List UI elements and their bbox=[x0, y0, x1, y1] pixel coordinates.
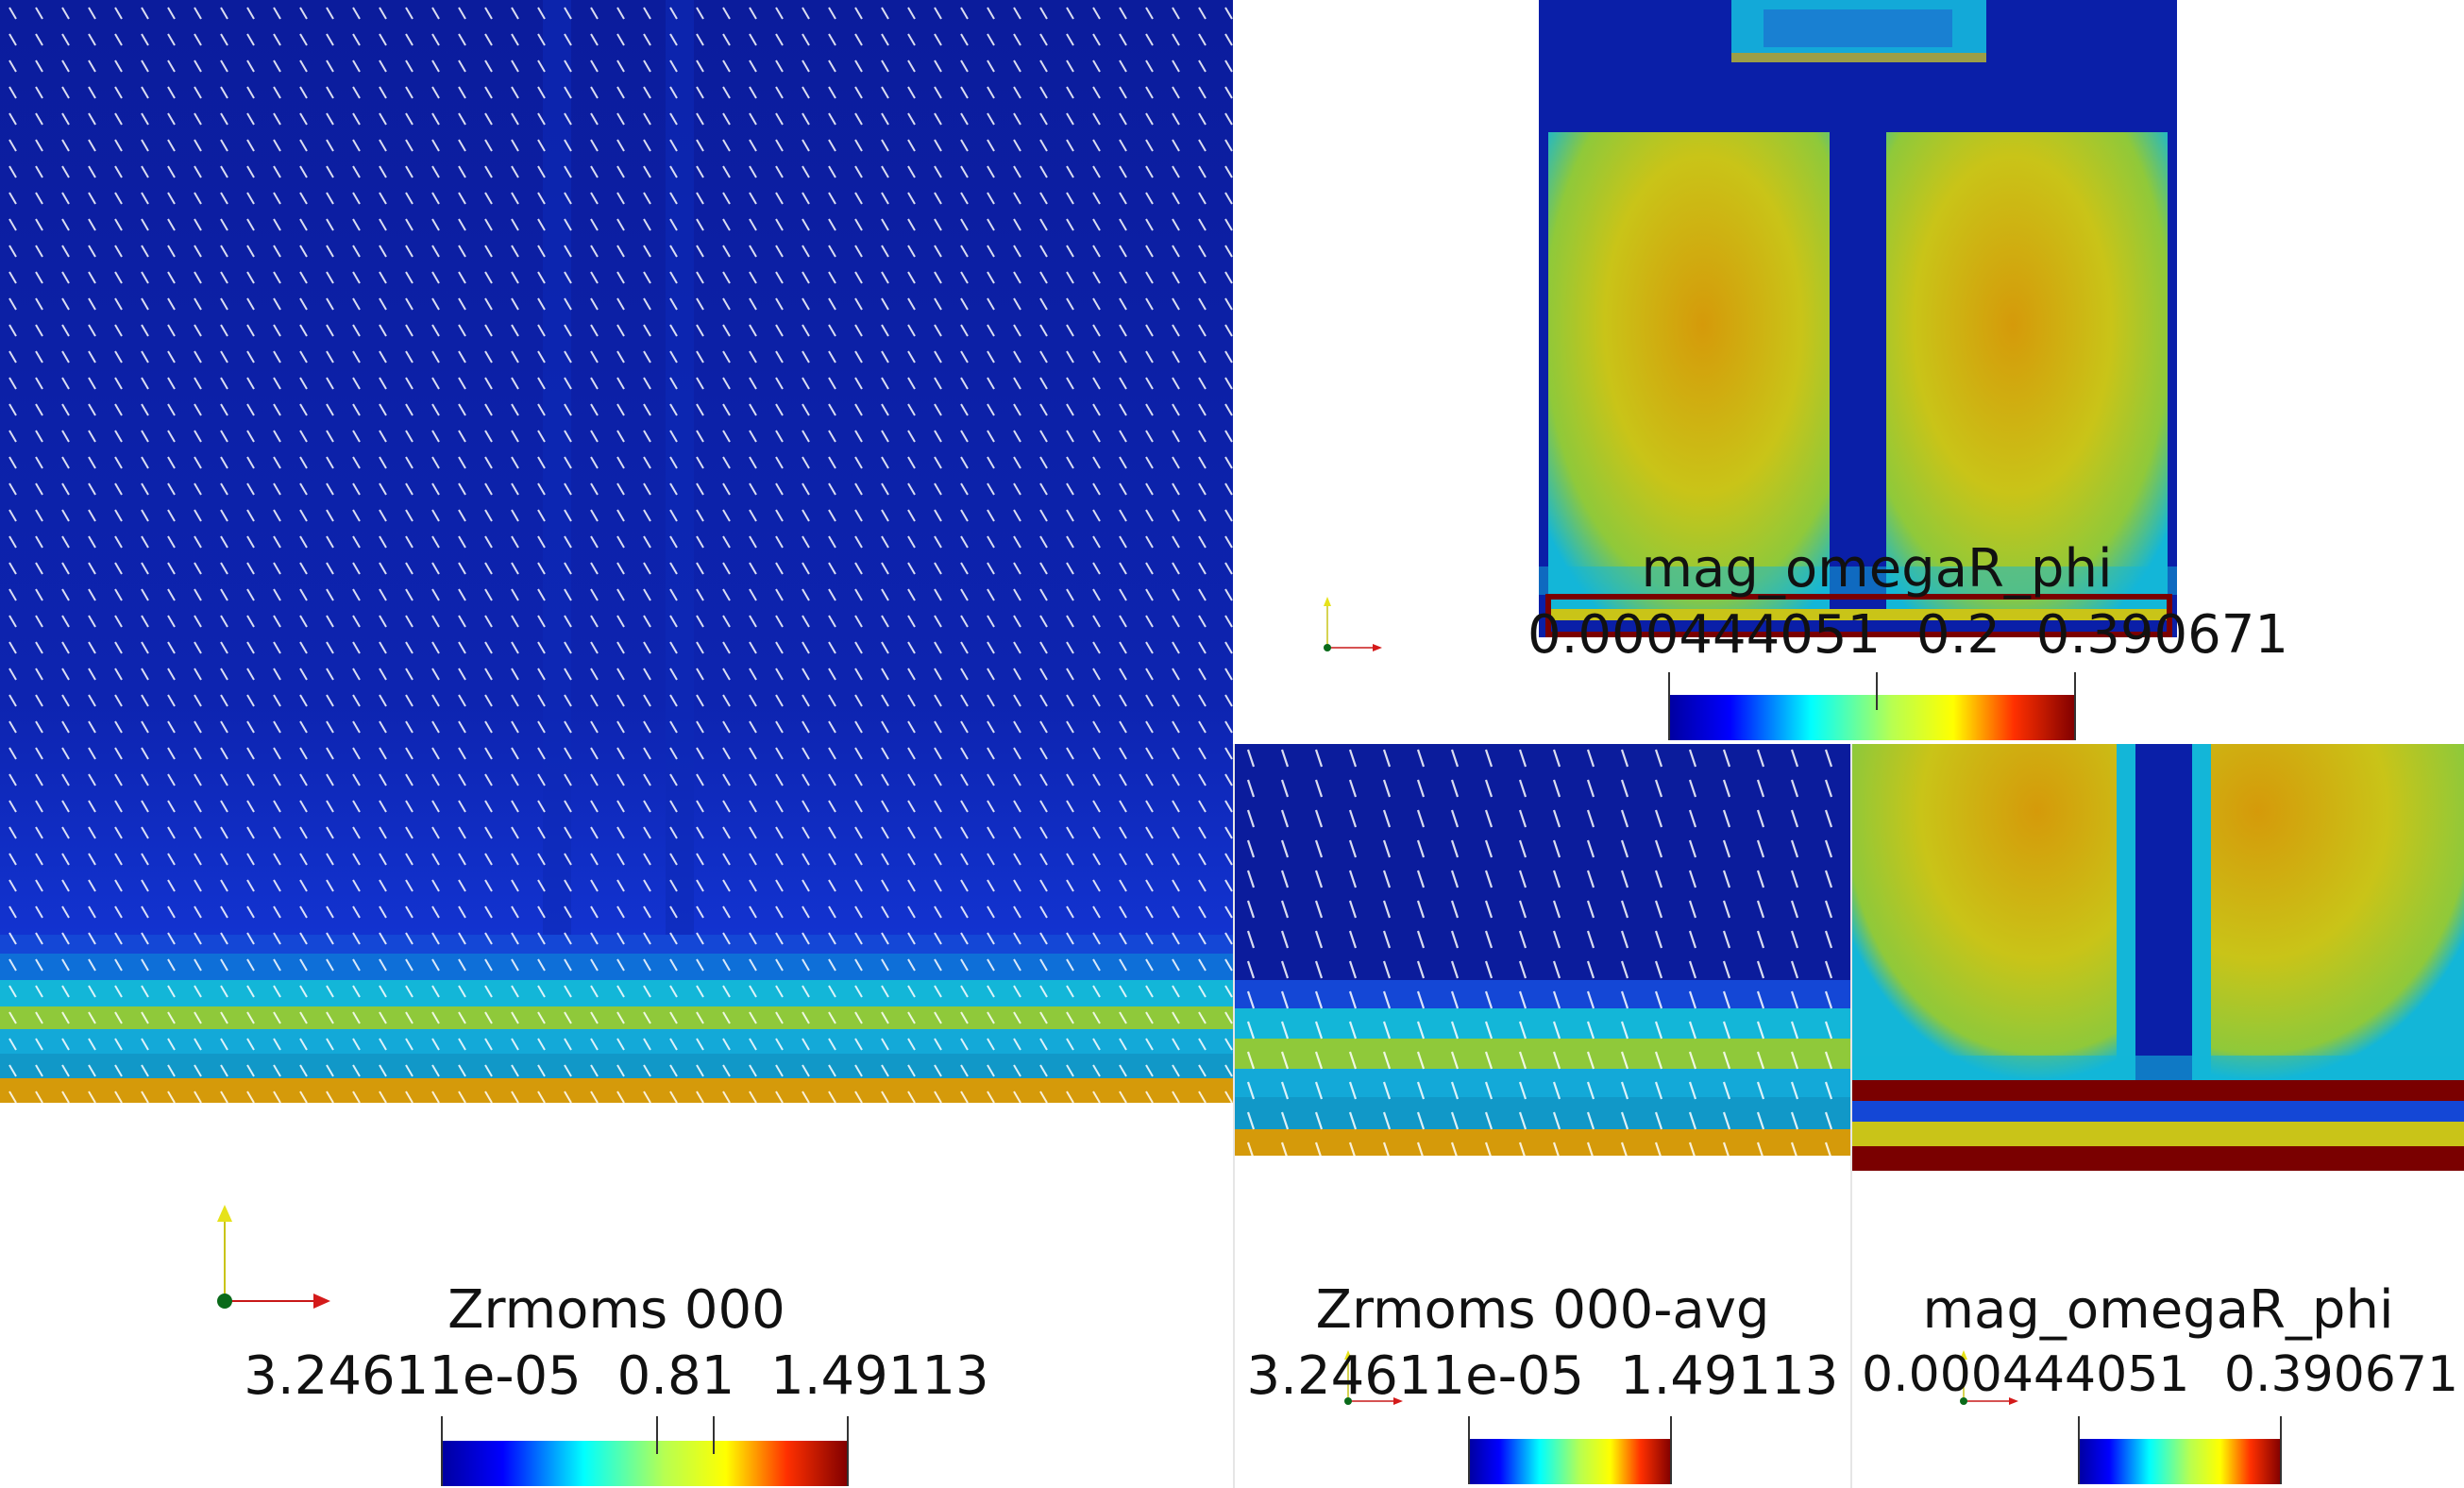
view-separator-vertical[interactable] bbox=[1233, 744, 1235, 1488]
colorbar-max-label: 0.390671 bbox=[2035, 604, 2288, 666]
bottom-right-render-view[interactable]: mag_omegaR_phi 0.000444051 0.390671 bbox=[1852, 744, 2464, 1488]
colorbar-title: Zrmoms 000-avg bbox=[1315, 1279, 1770, 1341]
colorbar-max-label: 1.49113 bbox=[770, 1345, 989, 1407]
colorbar bbox=[1468, 1416, 1672, 1484]
colorbar-min-label: 3.24611e-05 bbox=[1246, 1345, 1585, 1407]
colorbar-min-label: 3.24611e-05 bbox=[244, 1345, 582, 1407]
top-right-render-view[interactable]: mag_omegaR_phi 0.000444051 0.2 0.390671 bbox=[1235, 0, 2464, 744]
main-render-view[interactable]: Zrmoms 000 3.24611e-05 0.81 1.49113 bbox=[0, 0, 1233, 1488]
colorbar-max-label: 1.49113 bbox=[1619, 1345, 1839, 1407]
view-separator-vertical-2[interactable] bbox=[1850, 744, 1852, 1488]
colorbar-tick-labels: 0.000444051 0.390671 bbox=[1852, 1350, 2464, 1399]
colorbar-title: mag_omegaR_phi bbox=[1641, 538, 2113, 600]
axes-orientation-icon bbox=[217, 1205, 330, 1309]
contour-plot[interactable] bbox=[1852, 744, 2464, 1197]
colorbar-title: mag_omegaR_phi bbox=[1922, 1279, 2394, 1341]
axes-orientation-icon bbox=[1324, 597, 1382, 651]
vector-field-plot[interactable] bbox=[0, 0, 1233, 1105]
colorbar-min-label: 0.000444051 bbox=[1862, 1346, 2190, 1403]
bottom-middle-render-view[interactable]: Zrmoms 000-avg 3.24611e-05 1.49113 bbox=[1235, 744, 1850, 1488]
colorbar-tick-labels: 0.000444051 0.2 0.390671 bbox=[1518, 609, 2288, 662]
colorbar bbox=[441, 1416, 849, 1486]
contour-plot[interactable] bbox=[1235, 0, 2464, 744]
vector-field-plot[interactable] bbox=[1235, 744, 1850, 1197]
colorbar-min-label: 0.000444051 bbox=[1527, 604, 1882, 666]
colorbar-max-label: 0.390671 bbox=[2223, 1346, 2459, 1403]
axes-orientation-icon bbox=[1960, 1350, 2018, 1405]
colorbar-tick-labels: 3.24611e-05 1.49113 bbox=[1235, 1350, 1850, 1403]
colorbar-mid-label: 0.2 bbox=[1916, 604, 2000, 666]
axes-orientation-icon bbox=[1344, 1350, 1403, 1405]
colorbar-mid-label: 0.81 bbox=[616, 1345, 735, 1407]
colorbar bbox=[2078, 1416, 2282, 1484]
colorbar-tick-labels: 3.24611e-05 0.81 1.49113 bbox=[0, 1350, 1233, 1403]
colorbar bbox=[1668, 672, 2076, 740]
colorbar-title: Zrmoms 000 bbox=[447, 1279, 785, 1341]
